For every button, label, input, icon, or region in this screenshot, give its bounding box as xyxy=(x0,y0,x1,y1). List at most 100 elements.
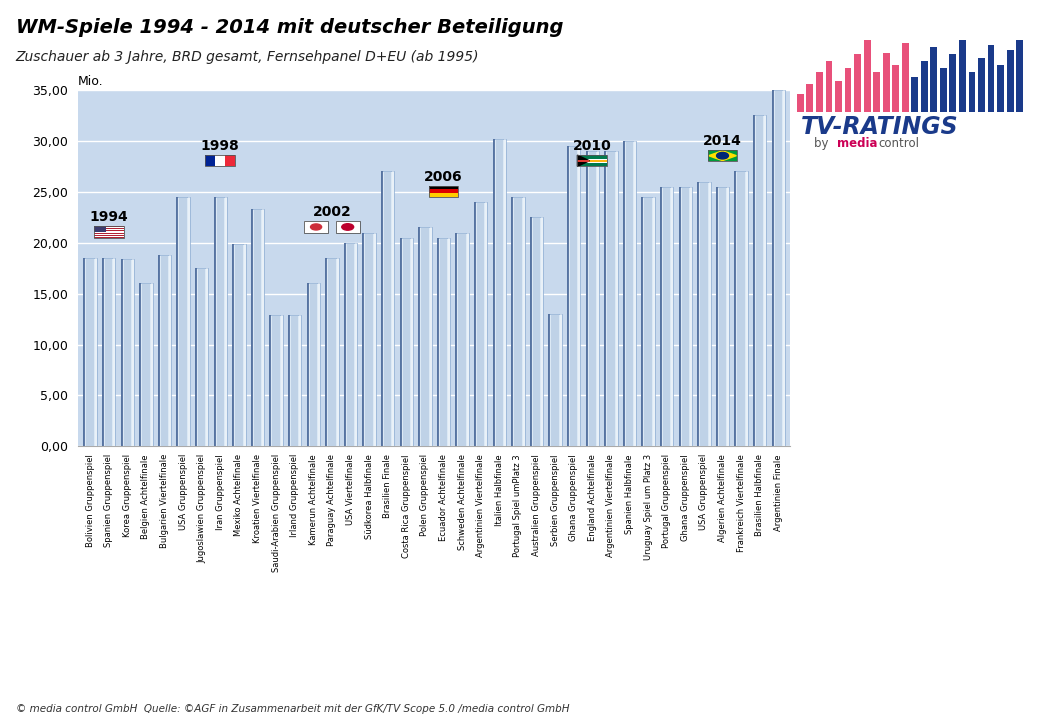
Bar xyxy=(697,181,699,446)
Bar xyxy=(269,315,283,446)
Text: 1998: 1998 xyxy=(201,139,239,153)
Bar xyxy=(522,197,524,446)
Bar xyxy=(177,197,189,446)
Text: 2014: 2014 xyxy=(703,134,742,148)
Bar xyxy=(642,197,655,446)
Bar xyxy=(105,258,112,446)
Bar xyxy=(474,202,488,446)
Text: TV-RATINGS: TV-RATINGS xyxy=(801,115,959,139)
Bar xyxy=(94,234,124,235)
Bar xyxy=(456,233,458,446)
Bar xyxy=(734,171,736,446)
Bar xyxy=(206,156,235,166)
Bar xyxy=(326,258,328,446)
Bar xyxy=(158,255,172,446)
Bar xyxy=(551,314,558,446)
Bar xyxy=(336,221,360,233)
Bar xyxy=(816,72,823,112)
Bar xyxy=(288,315,290,446)
Bar xyxy=(232,244,245,446)
Bar xyxy=(139,284,153,446)
Bar xyxy=(232,244,234,446)
Bar xyxy=(844,68,852,112)
Bar xyxy=(86,258,94,446)
Bar xyxy=(213,197,215,446)
Bar xyxy=(783,90,785,446)
Bar xyxy=(337,258,339,446)
Bar xyxy=(151,284,153,446)
Bar xyxy=(381,171,394,446)
Bar xyxy=(586,151,588,446)
Bar xyxy=(931,47,937,112)
Bar xyxy=(892,65,900,112)
Bar xyxy=(672,186,674,446)
Bar xyxy=(660,186,662,446)
Bar xyxy=(586,151,599,446)
Bar xyxy=(440,238,447,446)
Bar xyxy=(532,217,540,446)
Bar xyxy=(459,233,466,446)
Bar xyxy=(428,186,459,197)
Circle shape xyxy=(342,224,354,230)
Bar xyxy=(716,186,718,446)
Bar xyxy=(251,209,253,446)
Bar xyxy=(681,186,688,446)
Bar xyxy=(194,268,197,446)
Bar xyxy=(578,146,580,446)
Bar xyxy=(206,156,215,166)
Bar xyxy=(365,233,372,446)
Bar xyxy=(988,45,994,112)
Bar xyxy=(746,171,748,446)
Bar xyxy=(304,221,329,233)
Bar xyxy=(493,139,506,446)
Bar xyxy=(102,258,115,446)
Bar xyxy=(437,238,439,446)
Bar xyxy=(679,186,692,446)
Bar xyxy=(251,209,264,446)
Bar xyxy=(679,186,680,446)
Bar xyxy=(254,209,261,446)
Bar xyxy=(170,255,172,446)
Bar xyxy=(384,171,391,446)
Bar xyxy=(863,40,870,112)
Bar xyxy=(512,197,513,446)
Text: by: by xyxy=(814,137,833,150)
Bar xyxy=(399,238,401,446)
Bar xyxy=(968,72,976,112)
Bar xyxy=(456,233,469,446)
Bar xyxy=(411,238,413,446)
Bar xyxy=(737,171,745,446)
Bar xyxy=(113,258,115,446)
Polygon shape xyxy=(577,156,590,166)
Bar xyxy=(206,268,208,446)
Bar xyxy=(243,244,245,446)
Bar xyxy=(541,217,543,446)
Bar xyxy=(826,61,832,112)
Bar xyxy=(902,43,909,112)
Bar xyxy=(344,243,346,446)
Bar xyxy=(653,197,655,446)
Bar xyxy=(94,227,124,238)
Bar xyxy=(336,221,360,233)
Bar xyxy=(486,202,488,446)
Bar xyxy=(399,238,413,446)
Bar xyxy=(604,151,606,446)
Bar xyxy=(121,259,134,446)
Bar xyxy=(512,197,524,446)
Bar xyxy=(753,115,755,446)
Bar xyxy=(577,160,589,162)
Bar xyxy=(616,151,618,446)
Text: Zuschauer ab 3 Jahre, BRD gesamt, Fernsehpanel D+EU (ab 1995): Zuschauer ab 3 Jahre, BRD gesamt, Fernse… xyxy=(16,50,479,64)
Bar xyxy=(775,90,782,446)
Bar xyxy=(797,94,804,112)
Bar xyxy=(121,259,123,446)
Bar xyxy=(402,238,410,446)
Bar xyxy=(94,227,106,232)
Text: 2010: 2010 xyxy=(573,139,612,153)
Bar xyxy=(1007,50,1014,112)
Bar xyxy=(634,141,636,446)
Bar xyxy=(978,58,985,112)
Bar xyxy=(132,259,134,446)
Bar xyxy=(318,284,320,446)
Bar xyxy=(623,141,625,446)
